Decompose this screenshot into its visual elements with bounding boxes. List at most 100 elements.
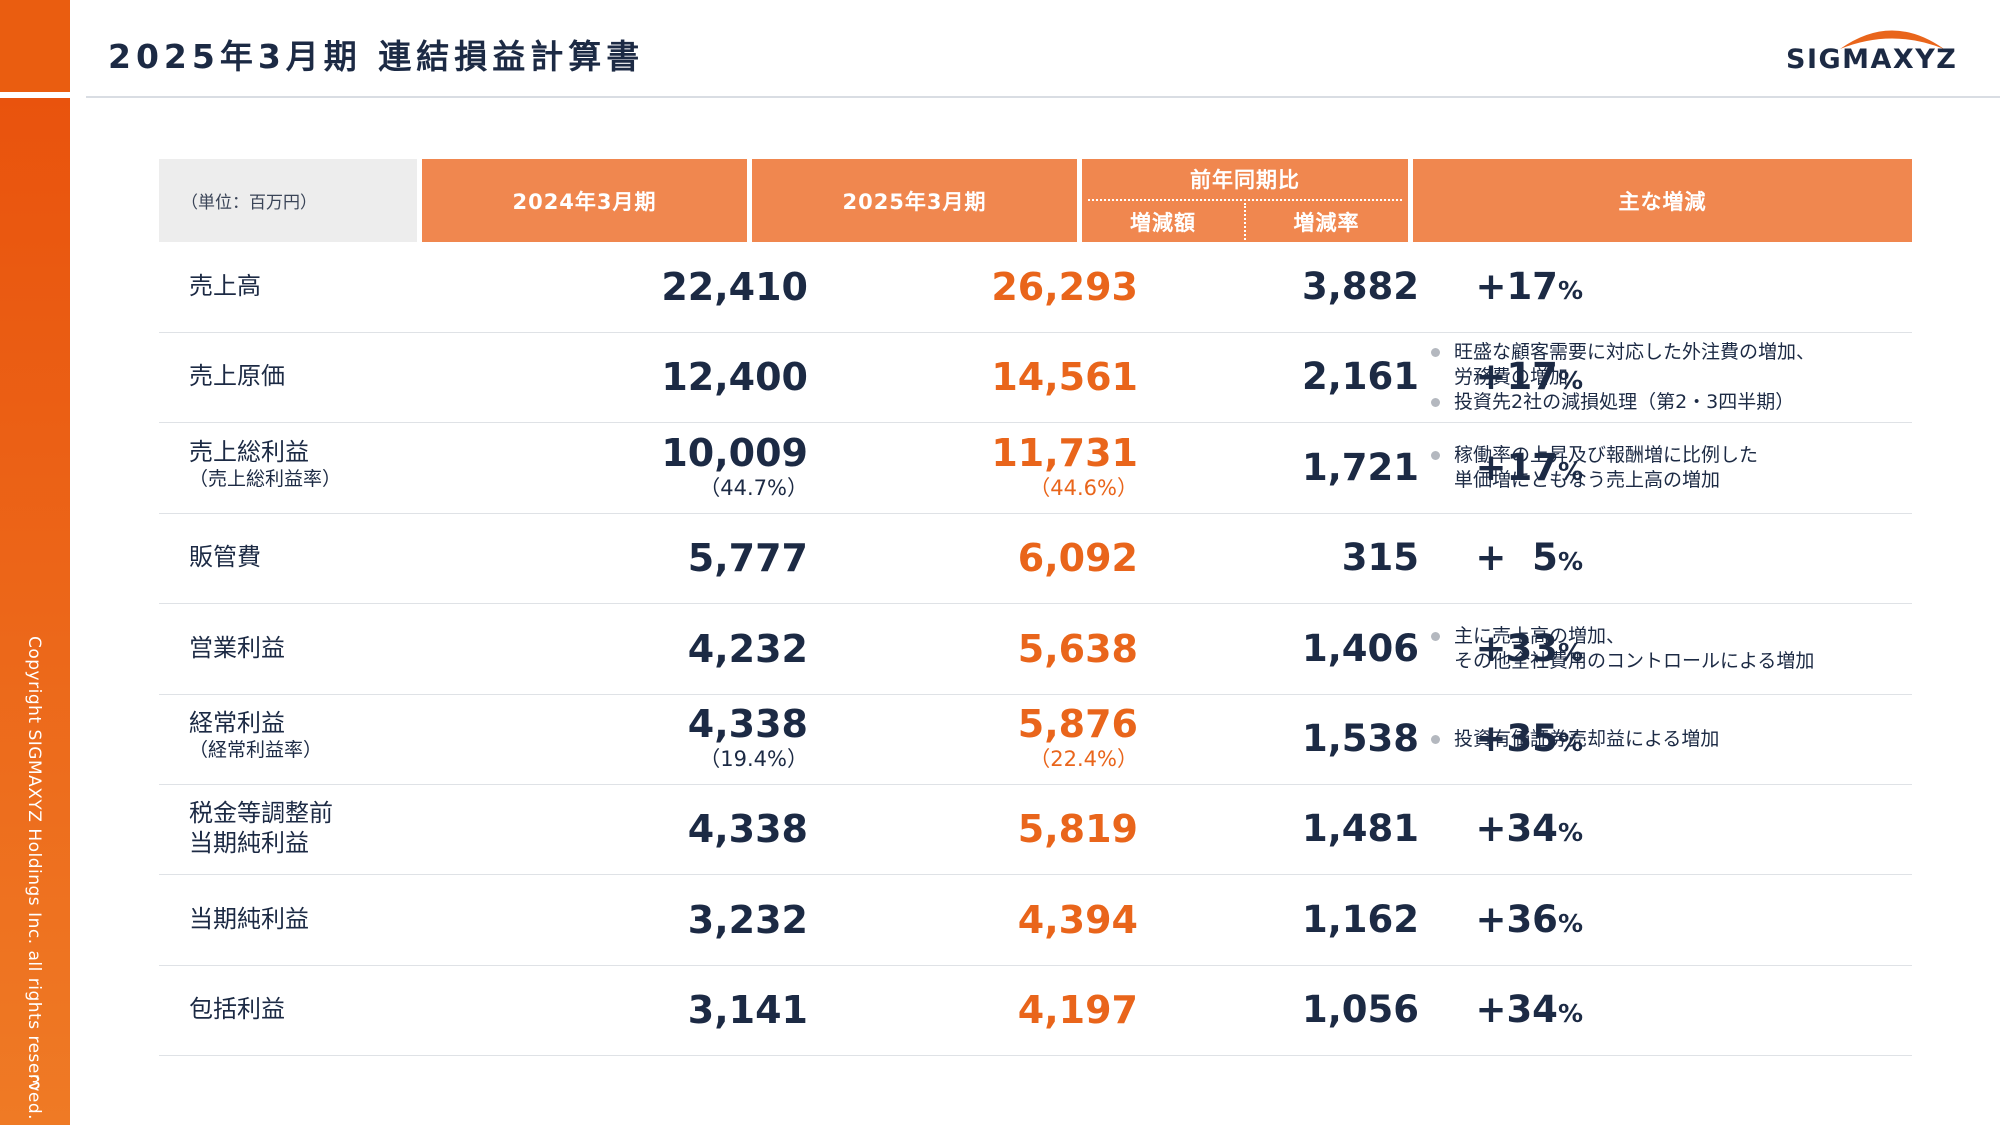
- diff-header: 増減額: [1130, 210, 1196, 235]
- fy2024-header: 2024年3月期: [422, 159, 747, 242]
- rate-value: +17%: [1475, 265, 1583, 313]
- rate-number: +36: [1475, 897, 1558, 941]
- page-number: 3: [28, 1072, 42, 1094]
- rate-percent-sign: %: [1557, 728, 1583, 757]
- note-text: 投資先2社の減損処理（第2・3四半期）: [1454, 390, 1795, 413]
- comparison-header: 前年同期比 増減額 増減率: [1082, 159, 1408, 242]
- table-row: 売上高 22,410 26,293 3,882 +17%: [159, 242, 1912, 333]
- rate-number: +34: [1475, 807, 1558, 851]
- rate-percent-sign: %: [1557, 818, 1583, 848]
- rate-value: +33%: [1475, 627, 1583, 675]
- fy2024-value-text: 4,338: [687, 702, 808, 746]
- row-label-text: 売上高: [189, 272, 261, 300]
- rate-number: +17: [1475, 355, 1558, 399]
- notes-header: 主な増減: [1413, 159, 1912, 242]
- fy2025-value-text: 14,561: [991, 355, 1138, 400]
- row-label-text: 税金等調整前 当期純利益: [189, 799, 333, 858]
- row-sublabel: （売上総利益率）: [189, 467, 342, 490]
- fy2025-value: 5,876 （22.4%）: [1018, 702, 1138, 772]
- rate-value: +36%: [1475, 898, 1583, 946]
- fy2024-ratio: （44.7%）: [699, 475, 808, 500]
- diff-value: 1,162: [1301, 897, 1419, 941]
- fy2025-value-text: 4,394: [1017, 897, 1138, 942]
- rate-value: +34%: [1475, 988, 1583, 1036]
- rate-percent-sign: %: [1557, 637, 1583, 667]
- note-bullet: 投資有価証券売却益による増加: [1424, 727, 1914, 752]
- fy2025-value-text: 26,293: [991, 265, 1138, 309]
- row-label-text: 営業利益: [189, 633, 285, 662]
- note-text: 稼働率の上昇及び報酬増に比例した 単価増にともなう売上高の増加: [1454, 443, 1759, 491]
- row-label-text: 売上原価: [189, 362, 285, 391]
- table-row: 税金等調整前 当期純利益 4,338 5,819 1,481 +34%: [159, 784, 1912, 876]
- bullet-dot-icon: [1431, 450, 1440, 460]
- fy2024-value-text: 4,338: [687, 807, 808, 852]
- row-label: 当期純利益: [189, 904, 309, 934]
- rate-percent-sign: %: [1557, 456, 1583, 486]
- fy2025-value: 26,293: [991, 265, 1138, 309]
- sidebar: Copyright SIGMAXYZ Holdings Inc. all rig…: [0, 0, 70, 1125]
- row-notes: 投資有価証券売却益による増加: [1424, 727, 1914, 752]
- fy2025-value: 5,819: [1018, 807, 1138, 851]
- fy2025-header: 2025年3月期: [752, 159, 1077, 242]
- row-label-text: 売上総利益: [189, 437, 309, 466]
- row-label: 売上原価: [189, 361, 285, 391]
- comparison-header-title: 前年同期比: [1190, 168, 1300, 192]
- row-label: 販管費: [189, 542, 261, 572]
- row-label: 税金等調整前 当期純利益: [189, 798, 333, 858]
- rate-value: +17%: [1475, 446, 1583, 494]
- table-row: 売上総利益 （売上総利益率） 10,009 （44.7%） 11,731 （44.6%） 1…: [159, 423, 1912, 514]
- note-text: 旺盛な顧客需要に対応した外注費の増加、 労務費の増加: [1454, 340, 1816, 388]
- fy2024-value: 4,232: [688, 627, 808, 671]
- row-label-text: 経常利益: [189, 709, 285, 737]
- rate-number: +35: [1475, 717, 1558, 760]
- fy2025-value: 4,197: [1018, 988, 1138, 1032]
- rate-value: +34%: [1475, 807, 1583, 855]
- table-row: 経常利益 （経常利益率） 4,338 （19.4%） 5,876 （22.4%） 1,538…: [159, 694, 1912, 785]
- diff-value: 1,406: [1301, 626, 1419, 670]
- rate-header: 増減率: [1293, 210, 1360, 235]
- note-text: 主に売上高の増加、 その他全社費用のコントロールによる増加: [1454, 624, 1815, 672]
- rate-percent-sign: %: [1557, 276, 1583, 305]
- fy2025-ratio: （44.6%）: [1029, 475, 1138, 500]
- fy2024-value-text: 10,009: [661, 430, 808, 475]
- row-label-text: 販管費: [189, 543, 261, 572]
- logo-arc-icon: [1840, 30, 1944, 49]
- rate-value: +35%: [1475, 717, 1583, 765]
- note-bullet: 旺盛な顧客需要に対応した外注費の増加、 労務費の増加: [1424, 340, 1914, 390]
- fy2024-value-text: 3,232: [687, 897, 808, 942]
- rate-number: +17: [1475, 445, 1558, 489]
- table-row: 営業利益 4,232 5,638 1,406 +33% 主に売上高の増加、 その他全社費用…: [159, 604, 1912, 695]
- page-title: 2025年3月期 連結損益計算書: [108, 37, 645, 76]
- fy2025-value-text: 11,731: [991, 430, 1138, 475]
- fy2025-value-text: 4,197: [1017, 988, 1138, 1033]
- fy2025-value: 4,394: [1018, 898, 1138, 942]
- row-label-text: 当期純利益: [189, 904, 309, 933]
- row-notes: 主に売上高の増加、 その他全社費用のコントロールによる増加: [1424, 624, 1914, 674]
- fy2024-value: 3,141: [688, 988, 808, 1032]
- table-row: 包括利益 3,141 4,197 1,056 +34%: [159, 965, 1912, 1057]
- fy2024-value: 12,400: [661, 355, 808, 399]
- fy2025-value-text: 6,092: [1017, 536, 1138, 581]
- row-label: 経常利益 （経常利益率）: [189, 708, 322, 762]
- diff-value: 1,721: [1301, 445, 1419, 489]
- row-label: 売上総利益 （売上総利益率）: [189, 437, 341, 491]
- company-logo: SIGMAXYZ: [1786, 24, 1962, 75]
- note-bullet: 投資先2社の減損処理（第2・3四半期）: [1424, 390, 1914, 415]
- rate-number: +33: [1475, 626, 1558, 670]
- rate-percent-sign: %: [1557, 366, 1583, 396]
- row-notes: 稼働率の上昇及び報酬増に比例した 単価増にともなう売上高の増加: [1424, 443, 1914, 493]
- note-bullet: 主に売上高の増加、 その他全社費用のコントロールによる増加: [1424, 624, 1914, 674]
- fy2024-value: 3,232: [688, 898, 808, 942]
- fy2025-value: 5,638: [1018, 627, 1138, 671]
- diff-value: 2,161: [1301, 355, 1419, 399]
- fy2024-ratio: （19.4%）: [699, 747, 808, 771]
- fy2024-value: 22,410: [661, 265, 808, 309]
- logo-text: SIGMAXYZ: [1786, 44, 1958, 75]
- diff-value: 1,538: [1301, 717, 1419, 760]
- fy2025-ratio: （22.4%）: [1029, 747, 1138, 771]
- bullet-dot-icon: [1431, 734, 1440, 744]
- fy2024-value-text: 5,777: [687, 536, 808, 581]
- rate-value: +17%: [1475, 355, 1583, 403]
- table-row: 販管費 5,777 6,092 315 + 5%: [159, 513, 1912, 605]
- rate-number: +34: [1475, 988, 1558, 1032]
